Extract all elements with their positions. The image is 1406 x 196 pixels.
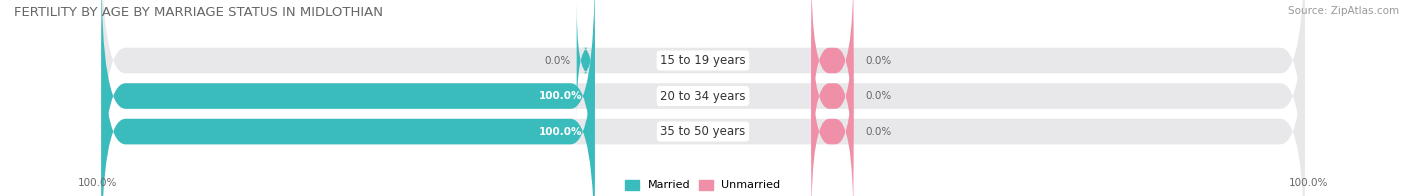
- Legend: Married, Unmarried: Married, Unmarried: [626, 180, 780, 191]
- FancyBboxPatch shape: [811, 38, 853, 196]
- FancyBboxPatch shape: [101, 2, 595, 196]
- FancyBboxPatch shape: [811, 2, 853, 190]
- Text: 100.0%: 100.0%: [77, 178, 117, 188]
- Text: 100.0%: 100.0%: [1289, 178, 1329, 188]
- Text: FERTILITY BY AGE BY MARRIAGE STATUS IN MIDLOTHIAN: FERTILITY BY AGE BY MARRIAGE STATUS IN M…: [14, 6, 382, 19]
- Text: 100.0%: 100.0%: [538, 127, 582, 137]
- Text: 15 to 19 years: 15 to 19 years: [661, 54, 745, 67]
- FancyBboxPatch shape: [101, 0, 595, 196]
- Text: 100.0%: 100.0%: [538, 91, 582, 101]
- FancyBboxPatch shape: [101, 2, 1305, 196]
- FancyBboxPatch shape: [576, 2, 595, 119]
- FancyBboxPatch shape: [101, 0, 1305, 196]
- Text: 0.0%: 0.0%: [866, 55, 891, 65]
- Text: 35 to 50 years: 35 to 50 years: [661, 125, 745, 138]
- FancyBboxPatch shape: [811, 0, 853, 154]
- Text: 0.0%: 0.0%: [544, 55, 571, 65]
- Text: 20 to 34 years: 20 to 34 years: [661, 90, 745, 103]
- FancyBboxPatch shape: [101, 0, 1305, 190]
- Text: Source: ZipAtlas.com: Source: ZipAtlas.com: [1288, 6, 1399, 16]
- Text: 0.0%: 0.0%: [866, 127, 891, 137]
- Text: 0.0%: 0.0%: [866, 91, 891, 101]
